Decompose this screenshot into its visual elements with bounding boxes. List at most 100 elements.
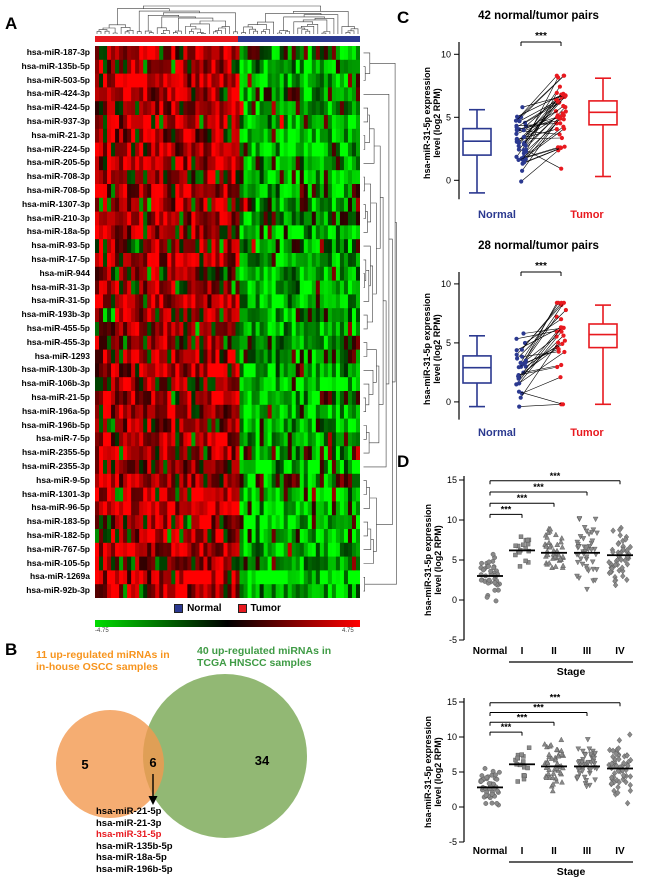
y-tick-label: 10 — [441, 49, 451, 59]
significance-stars: *** — [550, 471, 561, 481]
significance-stars: *** — [517, 712, 528, 722]
tumor-x-label: Tumor — [570, 209, 604, 221]
x-tick-label: I — [521, 846, 524, 857]
significance-stars: *** — [535, 31, 547, 42]
heatmap-row-label: hsa-miR-93-5p — [31, 240, 90, 251]
mean-line — [541, 765, 567, 768]
heatmap-row-label: hsa-miR-182-5p — [26, 530, 90, 540]
y-tick-label: 0 — [452, 802, 457, 812]
scatter-group-ii — [542, 525, 566, 570]
sample-group-bar — [95, 36, 360, 42]
row-dendrogram — [363, 52, 397, 592]
tumor-box — [588, 77, 618, 178]
significance-bracket — [489, 731, 523, 736]
heatmap-row-labels: hsa-miR-187-3p hsa-miR-135b-5p hsa-miR-503… — [0, 46, 93, 598]
paired-points — [514, 300, 568, 409]
venn-left-title-line1: 11 up-regulated miRNAs in — [36, 649, 170, 661]
significance-stars: *** — [501, 504, 512, 514]
y-tick-label: 0 — [446, 175, 451, 185]
x-tick-label: III — [583, 646, 592, 657]
heatmap-row-label: hsa-miR-21-3p — [31, 129, 90, 140]
heatmap-row-label: hsa-miR-135b-5p — [21, 60, 91, 71]
venn-overlap-member: hsa-miR-31-5p — [96, 829, 162, 840]
significance-bracket — [520, 271, 562, 276]
y-axis-label: level (log2 RPM) — [432, 88, 442, 158]
significance-bracket — [489, 712, 588, 716]
mean-line — [574, 551, 600, 554]
y-axis-label: level (log2 RPM) — [433, 525, 443, 595]
scatter-group-i — [513, 534, 532, 569]
y-axis-label: level (log2 RPM) — [433, 737, 443, 807]
y-tick-label: 10 — [447, 732, 457, 742]
y-tick-label: -5 — [449, 837, 457, 847]
heatmap-row-label: hsa-miR-767-5p — [26, 543, 90, 554]
panel-d-label: D — [397, 452, 410, 471]
venn-right-title: 40 up-regulated miRNAs in TCGA HNSCC sam… — [197, 645, 331, 669]
significance-stars: *** — [535, 261, 547, 272]
venn-overlap-member: hsa-miR-135b-5p — [96, 840, 173, 852]
venn-diagram: 5 6 34 — [56, 674, 307, 838]
normal-box — [462, 335, 492, 408]
scatter-group-ii — [541, 736, 567, 794]
y-tick-label: -5 — [449, 635, 457, 645]
colorbar-min-label: -4.75 — [95, 628, 109, 634]
panel-a-label: A — [5, 14, 18, 33]
paired-points — [513, 73, 568, 184]
heatmap-cells — [95, 46, 360, 598]
expression-heatmap — [95, 46, 360, 598]
y-tick-label: 10 — [441, 279, 451, 289]
normal-legend-label: Normal — [187, 603, 222, 614]
y-axis-label: hsa-miR-31-5p expression — [422, 67, 432, 179]
heatmap-row-label: hsa-miR-944 — [39, 267, 90, 278]
significance-stars: *** — [533, 482, 544, 492]
y-axis-label: hsa-miR-31-5p expression — [423, 504, 433, 616]
heatmap-row-label: hsa-miR-105-5p — [26, 557, 90, 568]
tumor-legend-label: Tumor — [250, 603, 281, 614]
pairs-28-title: 28 normal/tumor pairs — [478, 240, 599, 252]
x-tick-label: Normal — [473, 646, 508, 657]
heatmap-row-label: hsa-miR-196b-5p — [21, 419, 91, 430]
boxplot-28-pairs: 0 5 10 hsa-miR-31-5p expression level (log2 … — [422, 261, 618, 439]
significance-stars: *** — [501, 722, 512, 732]
heatmap-row-label: hsa-miR-9-5p — [36, 474, 90, 485]
significance-bracket — [520, 41, 562, 46]
significance-stars: *** — [533, 703, 544, 713]
heatmap-row-label: hsa-miR-455-3p — [26, 336, 90, 347]
y-tick-label: 15 — [447, 475, 457, 485]
venn-left-title-line2: in-house OSCC samples — [36, 661, 158, 673]
x-tick-label: III — [583, 846, 592, 857]
significance-stars: *** — [517, 493, 528, 503]
heatmap-row-label: hsa-miR-187-3p — [26, 47, 90, 57]
heatmap-colorbar — [95, 620, 360, 627]
scatter-group-iii — [574, 516, 600, 593]
venn-right-count: 34 — [255, 753, 270, 768]
heatmap-row-label: hsa-miR-31-5p — [31, 295, 90, 306]
heatmap-row-label: hsa-miR-92b-3p — [26, 585, 90, 596]
venn-overlap-member: hsa-miR-18a-5p — [96, 852, 167, 863]
heatmap-row-label: hsa-miR-2355-3p — [21, 461, 90, 471]
normal-x-label: Normal — [478, 209, 516, 221]
heatmap-row-label: hsa-miR-708-5p — [26, 185, 90, 195]
heatmap-row-label: hsa-miR-224-5p — [26, 143, 90, 154]
heatmap-row-label: hsa-miR-205-5p — [26, 157, 90, 168]
heatmap-row-label: hsa-miR-1269a — [29, 571, 90, 582]
x-tick-label: I — [521, 646, 524, 657]
heatmap-row-label: hsa-miR-708-3p — [26, 171, 90, 182]
venn-right-title-line2: TCGA HNSCC samples — [197, 657, 312, 669]
stage-scatter-top: -5 0 5 10 15 hsa-miR-31-5p expression level (l… — [423, 471, 633, 678]
venn-overlap-member: hsa-miR-21-5p — [96, 806, 162, 817]
y-tick-label: 5 — [452, 767, 457, 777]
mean-line — [607, 767, 633, 770]
x-tick-label: II — [551, 646, 557, 657]
tumor-legend-swatch — [237, 604, 247, 613]
heatmap-row-label: hsa-miR-130b-3p — [21, 364, 91, 375]
pairs-42-title: 42 normal/tumor pairs — [478, 10, 599, 22]
scatter-group-iv — [606, 731, 634, 807]
heatmap-row-label: hsa-miR-21-5p — [31, 392, 90, 402]
mean-line — [607, 554, 633, 557]
stage-axis-label: Stage — [557, 666, 586, 678]
heatmap-row-label: hsa-miR-937-3p — [26, 116, 90, 126]
venn-orange-circle — [56, 710, 164, 818]
scatter-group-iv — [606, 524, 633, 589]
heatmap-row-label: hsa-miR-196a-5p — [21, 405, 90, 416]
